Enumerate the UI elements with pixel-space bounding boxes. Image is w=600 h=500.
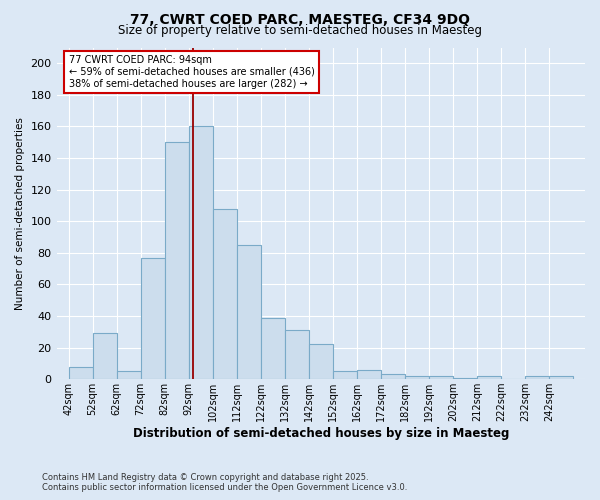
Bar <box>285 330 309 379</box>
Bar <box>405 376 429 379</box>
Bar <box>140 258 164 379</box>
Bar <box>68 366 92 379</box>
Y-axis label: Number of semi-detached properties: Number of semi-detached properties <box>15 117 25 310</box>
Bar <box>333 372 357 379</box>
Bar <box>309 344 333 379</box>
Text: Size of property relative to semi-detached houses in Maesteg: Size of property relative to semi-detach… <box>118 24 482 37</box>
Bar <box>357 370 381 379</box>
Bar <box>429 376 453 379</box>
Bar <box>212 208 236 379</box>
Bar <box>188 126 212 379</box>
Bar <box>549 376 573 379</box>
Bar <box>236 245 261 379</box>
Bar <box>453 378 477 379</box>
Bar <box>525 376 549 379</box>
X-axis label: Distribution of semi-detached houses by size in Maesteg: Distribution of semi-detached houses by … <box>133 427 509 440</box>
Bar <box>381 374 405 379</box>
Bar <box>261 318 285 379</box>
Bar <box>164 142 188 379</box>
Bar <box>92 334 116 379</box>
Bar <box>116 372 140 379</box>
Bar <box>477 376 501 379</box>
Text: 77 CWRT COED PARC: 94sqm
← 59% of semi-detached houses are smaller (436)
38% of : 77 CWRT COED PARC: 94sqm ← 59% of semi-d… <box>68 56 314 88</box>
Text: Contains HM Land Registry data © Crown copyright and database right 2025.
Contai: Contains HM Land Registry data © Crown c… <box>42 473 407 492</box>
Text: 77, CWRT COED PARC, MAESTEG, CF34 9DQ: 77, CWRT COED PARC, MAESTEG, CF34 9DQ <box>130 12 470 26</box>
